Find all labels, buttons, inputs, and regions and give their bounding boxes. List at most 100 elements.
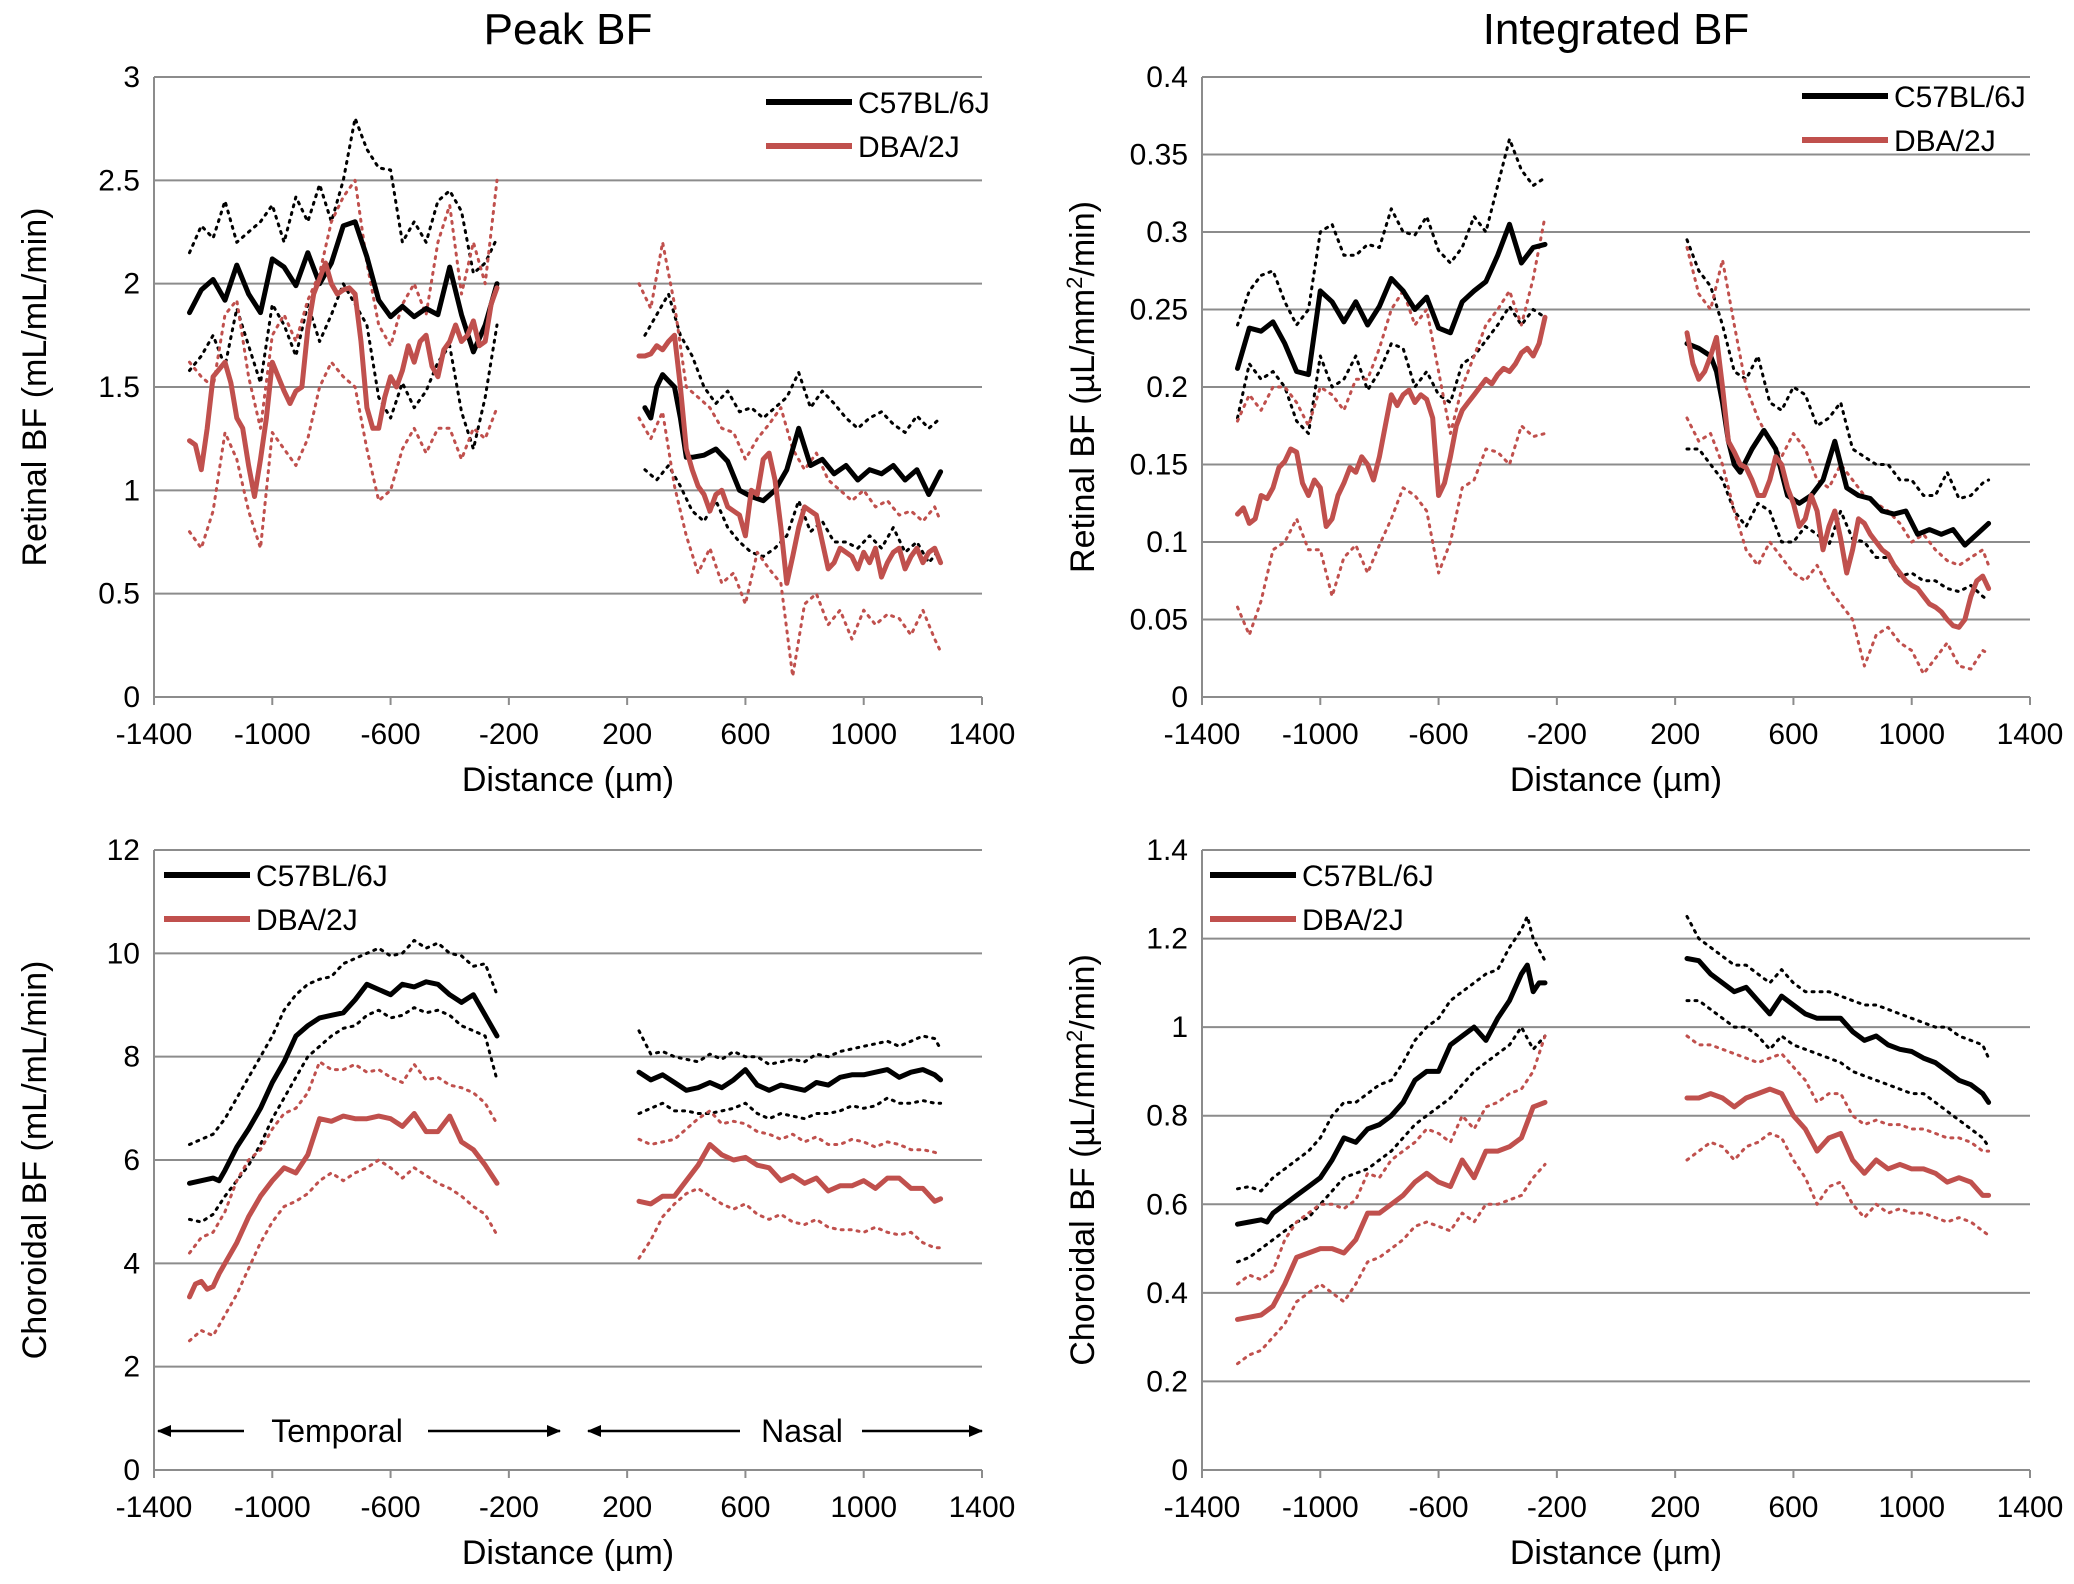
x-tick-label: 600 [1768, 1491, 1818, 1524]
y-tick-label: 0.1 [1146, 526, 1188, 559]
x-tick-label: 1000 [830, 718, 897, 751]
series-line-c57bl-6j-lower [188, 282, 499, 451]
series-line-dba-2j [636, 332, 944, 586]
y-axis-label-part: Retinal BF (mL/mL/min) [16, 208, 54, 567]
series-line-c57bl-6j-lower [1236, 304, 1547, 435]
series-line-dba-2j-upper [1236, 215, 1547, 435]
y-tick-label: 0.35 [1130, 139, 1188, 172]
series-line-c57bl-6j-upper [1236, 914, 1547, 1193]
series-line-dba-2j-lower [1236, 424, 1547, 637]
series-line-dba-2j-upper [188, 1060, 499, 1255]
y-tick-label: 12 [107, 834, 140, 867]
y-tick-label: 1.2 [1146, 923, 1188, 956]
y-tick-label: 1.5 [98, 371, 140, 404]
series-line-dba-2j-lower [637, 1186, 943, 1260]
y-tick-label: 8 [123, 1041, 140, 1074]
y-tick-label: 0.3 [1146, 216, 1188, 249]
series-line-dba-2j-lower [188, 360, 499, 550]
x-tick-label: 1000 [1878, 1491, 1945, 1524]
y-axis-label-superscript: 2 [1062, 277, 1087, 289]
x-axis-label: Distance (µm) [462, 761, 674, 799]
x-tick-label: -1000 [234, 718, 311, 751]
series-line-dba-2j [1235, 314, 1548, 529]
y-tick-label: 0 [1171, 681, 1188, 714]
y-axis-label-part: Choroidal BF (µL/mm [1064, 1042, 1102, 1366]
series-line-dba-2j-lower [1685, 1131, 1991, 1237]
series-line-dba-2j-upper [1685, 1034, 1991, 1153]
legend-label: C57BL/6J [858, 87, 990, 120]
series-line-dba-2j-lower [1236, 1162, 1547, 1366]
x-tick-label: 1400 [949, 718, 1016, 751]
y-axis-label-superscript: 2 [1062, 1030, 1087, 1042]
legend-label: DBA/2J [858, 131, 960, 164]
y-tick-label: 0.6 [1146, 1188, 1188, 1221]
legend-label: C57BL/6J [1302, 860, 1434, 893]
y-axis-label-part: Retinal BF (µL/mm [1064, 289, 1102, 573]
y-axis-label: Retinal BF (µL/mm2/min) [1062, 201, 1103, 573]
x-tick-label: -1000 [1282, 718, 1359, 751]
series-line-dba-2j-lower [637, 410, 943, 678]
legend: C57BL/6J DBA/2J [766, 87, 990, 164]
y-tick-label: 2 [123, 268, 140, 301]
y-tick-label: 0 [123, 681, 140, 714]
panel-integrated-retinal: 0 0.05 0.1 0.15 0.2 0.25 0.3 0.35 0.4 -1400 -1000 -… [1062, 5, 2064, 799]
legend: C57BL/6J DBA/2J [164, 860, 388, 937]
series-line-c57bl-6j [1684, 956, 1992, 1105]
series-line-c57bl-6j-upper [1685, 914, 1991, 1060]
y-tick-label: 10 [107, 937, 140, 970]
y-tick-label: 0.25 [1130, 294, 1188, 327]
direction-annotation: Temporal Nasal [157, 1413, 983, 1449]
x-tick-label: -600 [361, 718, 421, 751]
series-line-dba-2j-upper [637, 1109, 943, 1157]
series-line-c57bl-6j-upper [1236, 137, 1547, 327]
x-tick-label: -600 [361, 1491, 421, 1524]
series-line-c57bl-6j-upper [1685, 238, 1991, 501]
y-tick-label: 2.5 [98, 164, 140, 197]
series-line-c57bl-6j-lower [643, 464, 943, 565]
series-line-dba-2j-upper [637, 240, 943, 523]
x-tick-label: -600 [1409, 1491, 1469, 1524]
legend: C57BL/6J DBA/2J [1802, 81, 2026, 158]
series-line-c57bl-6j-lower [1236, 1025, 1547, 1264]
x-tick-label: 200 [1650, 1491, 1700, 1524]
series-line-dba-2j-lower [188, 1158, 499, 1343]
series-line-c57bl-6j [1235, 221, 1548, 378]
nasal-label: Nasal [761, 1413, 843, 1449]
series-line-c57bl-6j-lower [1685, 447, 1991, 603]
x-tick-label: -200 [1527, 718, 1587, 751]
series-line-dba-2j [1235, 1099, 1548, 1322]
x-tick-label: -1400 [1164, 718, 1241, 751]
x-tick-label: -1000 [1282, 1491, 1359, 1524]
x-tick-label: -200 [479, 1491, 539, 1524]
y-tick-label: 0.5 [98, 578, 140, 611]
y-tick-label: 2 [123, 1351, 140, 1384]
x-tick-label: -1400 [116, 1491, 193, 1524]
series-line-c57bl-6j-upper [643, 292, 943, 434]
x-tick-label: 200 [602, 1491, 652, 1524]
x-tick-label: -1400 [1164, 1491, 1241, 1524]
y-axis-label-part: Choroidal BF (mL/mL/min) [16, 961, 54, 1360]
series-line-c57bl-6j [642, 372, 944, 504]
y-tick-label: 1.4 [1146, 834, 1188, 867]
y-tick-label: 0.4 [1146, 61, 1188, 94]
y-tick-label: 0.2 [1146, 1365, 1188, 1398]
legend-label: DBA/2J [256, 904, 358, 937]
y-axis-label: Retinal BF (mL/mL/min) [16, 208, 54, 567]
series-line-dba-2j [636, 1142, 944, 1207]
x-tick-label: 1400 [1997, 1491, 2064, 1524]
y-tick-label: 1 [1171, 1011, 1188, 1044]
series-line-c57bl-6j-upper [188, 938, 499, 1146]
series-line-c57bl-6j [187, 979, 500, 1186]
panel-peak-choroidal: 0 2 4 6 8 10 12 -1400 -1000 -600 -200 200 600 1000 140… [16, 834, 1015, 1572]
series-line-c57bl-6j-upper [637, 1029, 943, 1066]
y-tick-label: 1 [123, 474, 140, 507]
series-line-c57bl-6j-lower [637, 1096, 943, 1121]
series-line-dba-2j-lower [1685, 416, 1991, 676]
x-tick-label: -1000 [234, 1491, 311, 1524]
legend-label: DBA/2J [1302, 904, 1404, 937]
temporal-label: Temporal [271, 1413, 403, 1449]
legend-label: C57BL/6J [1894, 81, 2026, 114]
y-axis-label-part: /min) [1064, 201, 1102, 277]
y-tick-label: 6 [123, 1144, 140, 1177]
x-tick-label: 1400 [949, 1491, 1016, 1524]
